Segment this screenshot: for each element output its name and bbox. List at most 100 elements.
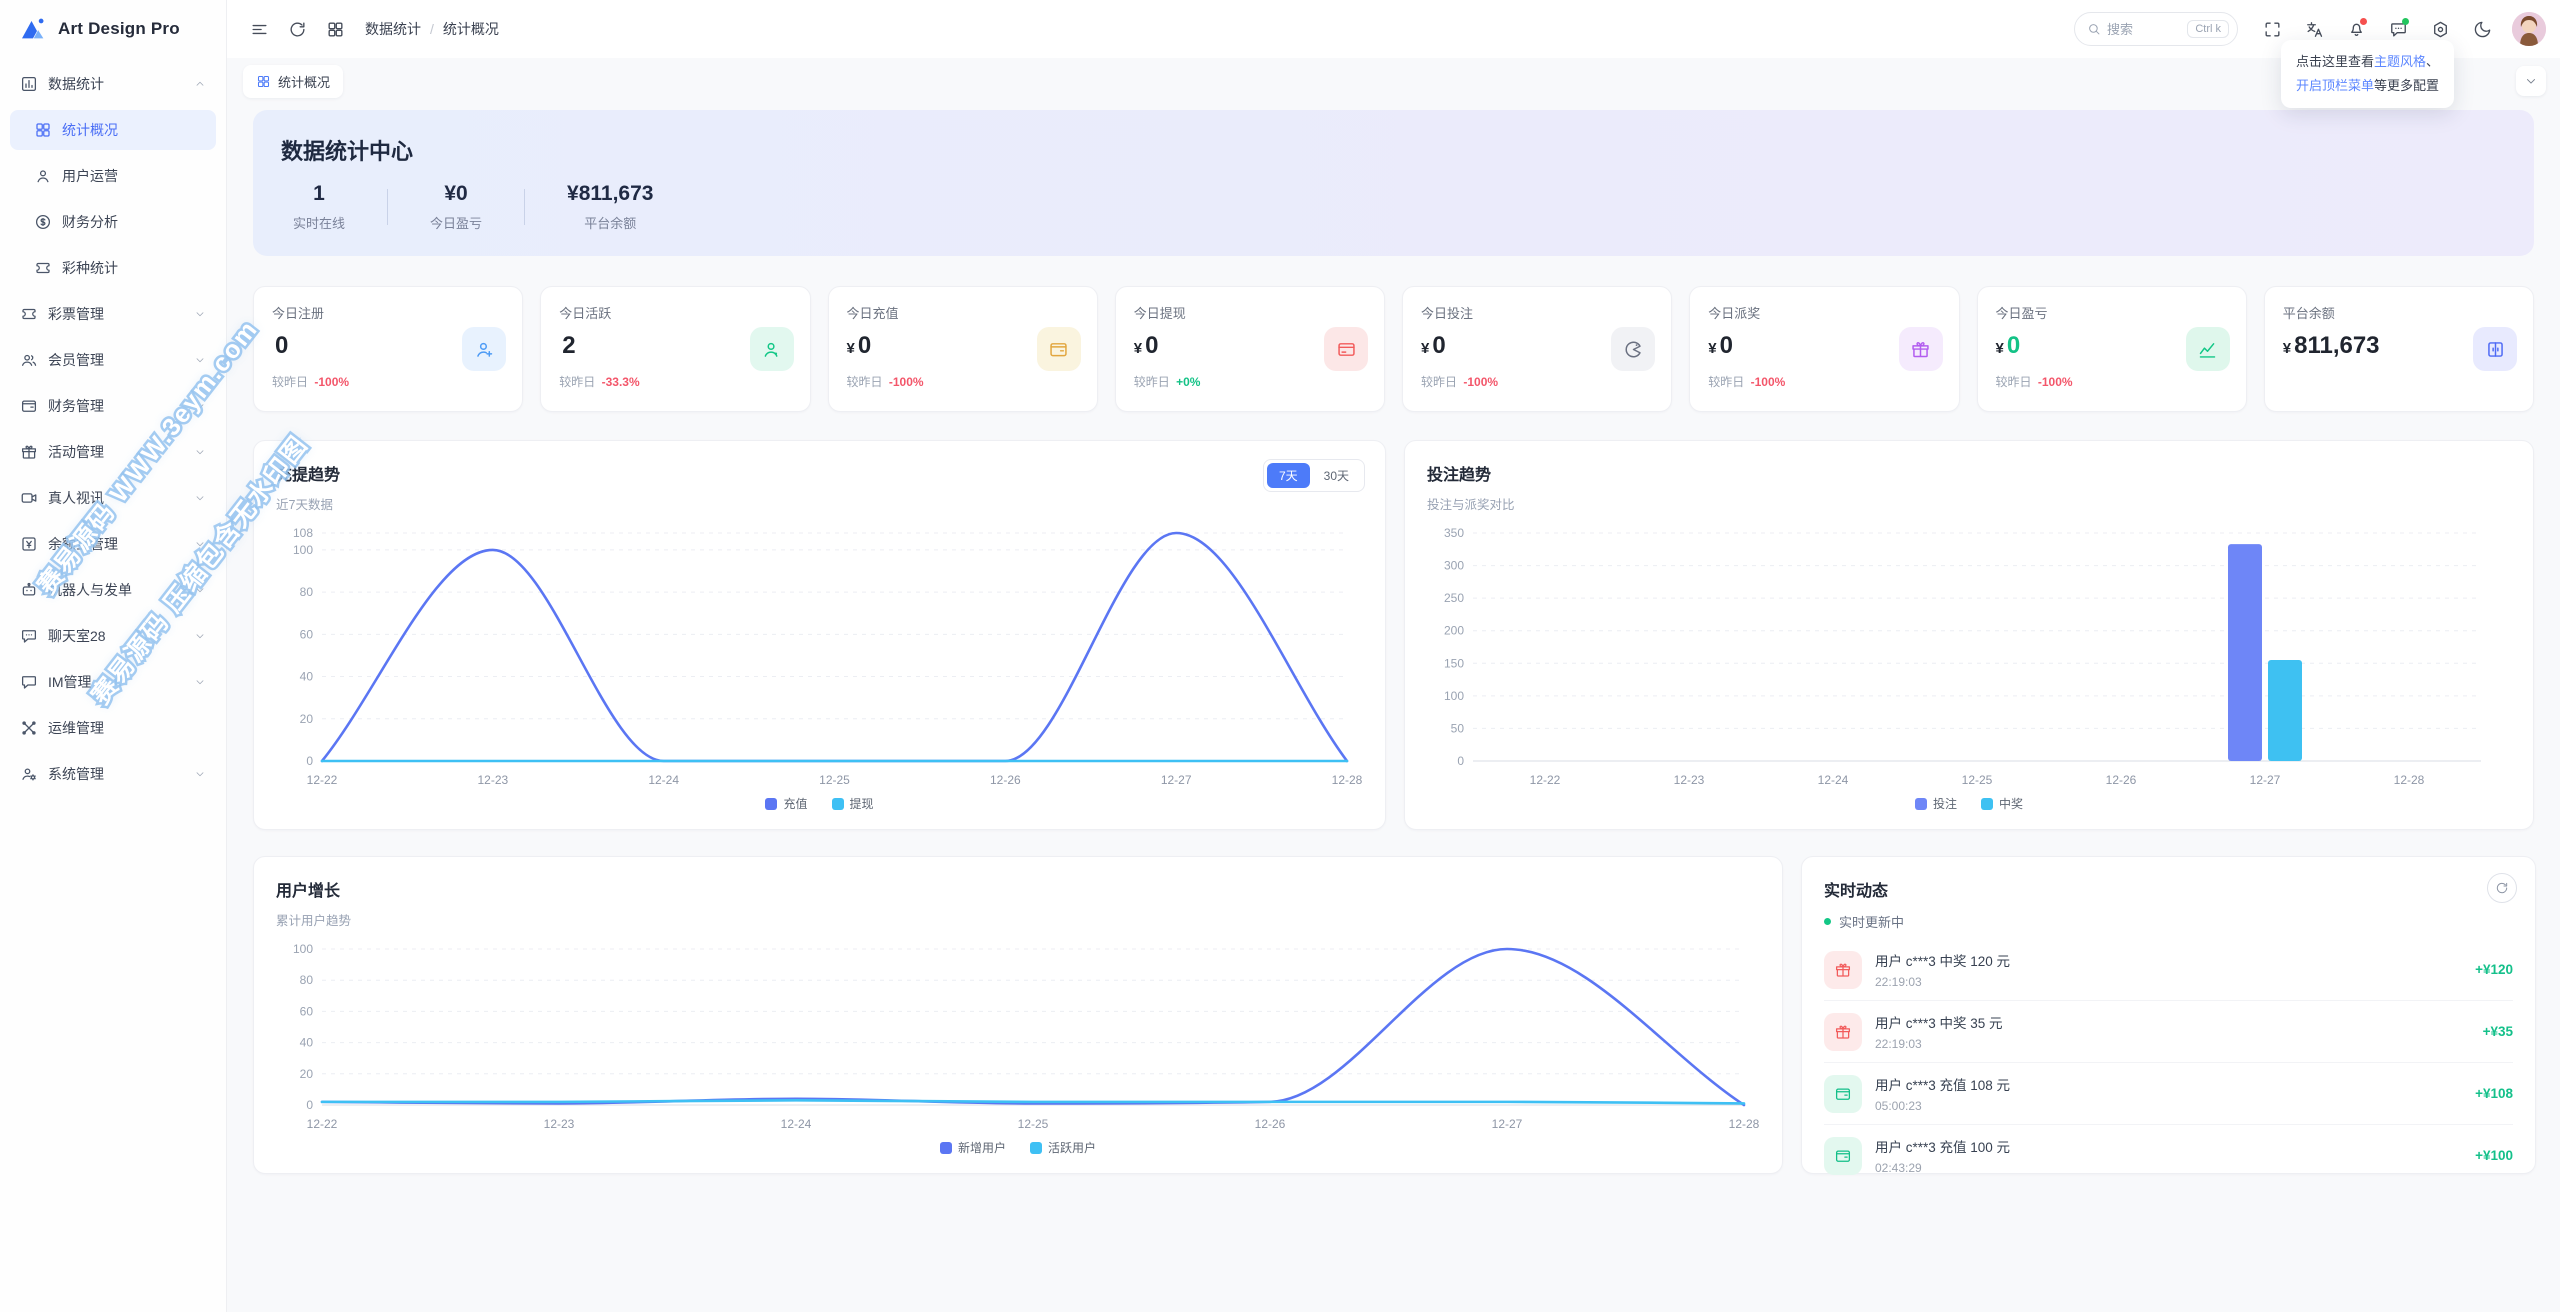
deposit-trend-chart: 0 20 40 60 80 100 108 12-22 12-23 12-24 12-25 12-26… [293,526,1363,787]
stat-card[interactable]: 今日盈亏 ¥0 较昨日 -100% [1976,286,2247,412]
chevron-down-icon [194,492,206,504]
svg-text:12-24: 12-24 [648,773,679,787]
breadcrumb-item[interactable]: 数据统计 [365,21,421,37]
robot-icon [20,581,38,599]
range-button[interactable]: 30天 [1323,469,1349,483]
notifications-button[interactable] [2338,11,2374,47]
svg-text:60: 60 [300,1004,314,1018]
app-logo[interactable]: Art Design Pro [0,0,226,58]
svg-text:12-22: 12-22 [307,773,338,787]
sidebar-item[interactable]: 彩种统计 [10,248,216,288]
user-avatar[interactable] [2512,12,2546,46]
theme-toggle-button[interactable] [2464,11,2500,47]
tooltip-theme-link[interactable]: 主题风格 [2373,54,2426,69]
sidebar-item[interactable]: 会员管理 [10,340,216,380]
language-button[interactable] [2296,11,2332,47]
tab-statistics-overview[interactable]: 统计概况 [243,64,344,98]
chart-subtitle: 近7天数据 [276,498,333,512]
stat-card-delta: 较昨日 -100% [1708,373,1940,390]
collapse-menu-button[interactable] [241,11,277,47]
sidebar-item[interactable]: 财务管理 [10,386,216,426]
breadcrumb-item[interactable]: 统计概况 [442,21,499,37]
gift-icon [1898,327,1943,371]
sidebar-item-label: 余额宝管理 [48,536,118,552]
sidebar-item-label: 聊天室28 [48,628,106,644]
svg-text:12-25: 12-25 [819,773,850,787]
legend-item[interactable]: 提现 [831,795,874,812]
stat-card[interactable]: 平台余额 ¥811,673 [2263,286,2534,412]
breadcrumb-separator: / [430,21,434,37]
activity-refresh-button[interactable] [2487,873,2517,903]
divider [524,189,526,225]
game-icon [1611,327,1656,371]
sidebar-item[interactable]: 系统管理 [10,754,216,794]
main-area: 数据统计 / 统计概况 Ctrl k [227,0,2560,1312]
chart-subtitle: 累计用户趋势 [276,914,352,928]
sidebar-item[interactable]: 余额宝管理 [10,524,216,564]
sidebar-item[interactable]: 活动管理 [10,432,216,472]
stat-card[interactable]: 今日充值 ¥0 较昨日 -100% [827,286,1098,412]
legend-item[interactable]: 中奖 [1981,795,2023,812]
settings-button[interactable] [2422,11,2458,47]
sidebar-item[interactable]: 聊天室28 [10,616,216,656]
activity-item[interactable]: 用户 c***3 充值 108 元 05:00:23 +¥108 [1824,1063,2513,1125]
fullscreen-button[interactable] [2254,11,2290,47]
legend-item[interactable]: 新增用户 [939,1139,1006,1156]
range-button[interactable]: 7天 [1266,463,1310,488]
legend-item[interactable]: 投注 [1914,795,1957,812]
legend-item[interactable]: 活跃用户 [1030,1139,1096,1156]
user-growth-chart: 0 20 40 60 80 100 12-22 12-23 12-24 12-25 12-26 12-… [293,942,1760,1131]
activity-item[interactable]: 用户 c***3 中奖 35 元 22:19:03 +¥35 [1824,1001,2513,1063]
quick-panel-button[interactable] [317,11,353,47]
stat-card[interactable]: 今日活跃 2 较昨日 -33.3% [540,286,811,412]
chart-title: 充提趋势 [276,467,341,484]
sidebar-item[interactable]: 财务分析 [10,202,216,242]
sidebar-item[interactable]: 机器人与发单 [10,570,216,610]
svg-text:100: 100 [1444,689,1464,703]
search-input[interactable] [2107,21,2177,37]
global-search[interactable]: Ctrl k [2074,12,2238,46]
legend-swatch [765,797,778,810]
activity-item[interactable]: 用户 c***3 中奖 120 元 22:19:03 +¥120 [1824,939,2513,1001]
svg-text:12-27: 12-27 [1161,773,1192,787]
tab-options-button[interactable] [2516,66,2546,96]
hero-stat-value: ¥0 [444,182,468,205]
chevron-down-icon [194,446,206,458]
activity-list: 用户 c***3 中奖 120 元 22:19:03 +¥120 用户 c***3 中… [1824,939,2513,1186]
refresh-page-button[interactable] [279,11,315,47]
sidebar-item[interactable]: IM管理 [10,662,216,702]
stat-card-delta: 较昨日 -100% [272,373,504,390]
stat-card[interactable]: 今日投注 ¥0 较昨日 -100% [1402,286,1673,412]
svg-text:150: 150 [1444,656,1464,670]
stat-card[interactable]: 今日提现 ¥0 较昨日 +0% [1114,286,1385,412]
sidebar-item[interactable]: 彩票管理 [10,294,216,334]
deposit-trend-card: 充提趋势 近7天数据 7天 30天 0 20 40 60 80 100 108 12-22 12-… [253,440,1386,830]
activity-item[interactable]: 用户 c***3 充值 100 元 02:43:29 +¥100 [1824,1125,2513,1186]
messages-button[interactable] [2380,11,2416,47]
card-icon [1324,327,1368,371]
sidebar-item-label: 数据统计 [48,76,104,92]
delta-label: 较昨日 [846,375,886,389]
tooltip-topbar-link[interactable]: 开启顶栏菜单 [2295,78,2374,94]
page-content: 数据统计中心 1 实时在线 ¥0 今日盈亏 ¥811,673 平台余额 [227,104,2560,1312]
wallet-icon [1824,1074,1862,1113]
chevron-down-icon [194,308,206,320]
svg-text:12-23: 12-23 [544,1117,575,1131]
sidebar-item[interactable]: 真人视讯 [10,478,216,518]
legend-item[interactable]: 充值 [765,795,808,812]
hero-stat-label: 实时在线 [293,216,346,231]
sidebar-item[interactable]: 数据统计 [10,64,216,104]
stat-card[interactable]: 今日注册 0 较昨日 -100% [253,286,524,412]
logo-mountain-icon [22,18,44,39]
stat-card-label: 今日活跃 [559,306,612,321]
wallet-icon [20,397,38,415]
sidebar-item[interactable]: 统计概况 [10,110,216,150]
user-gear-icon [20,765,38,783]
chart-legend: 充值 提现 [276,795,1363,812]
sidebar-item[interactable]: 用户运营 [10,156,216,196]
stat-card-label: 今日提现 [1133,306,1186,321]
user-growth-card: 用户增长 累计用户趋势 0 20 40 60 80 100 12-22 12-23 12-24 1… [253,856,1783,1174]
sidebar-item[interactable]: 运维管理 [10,708,216,748]
stat-card[interactable]: 今日派奖 ¥0 较昨日 -100% [1689,286,1960,412]
legend-swatch [1914,797,1927,810]
